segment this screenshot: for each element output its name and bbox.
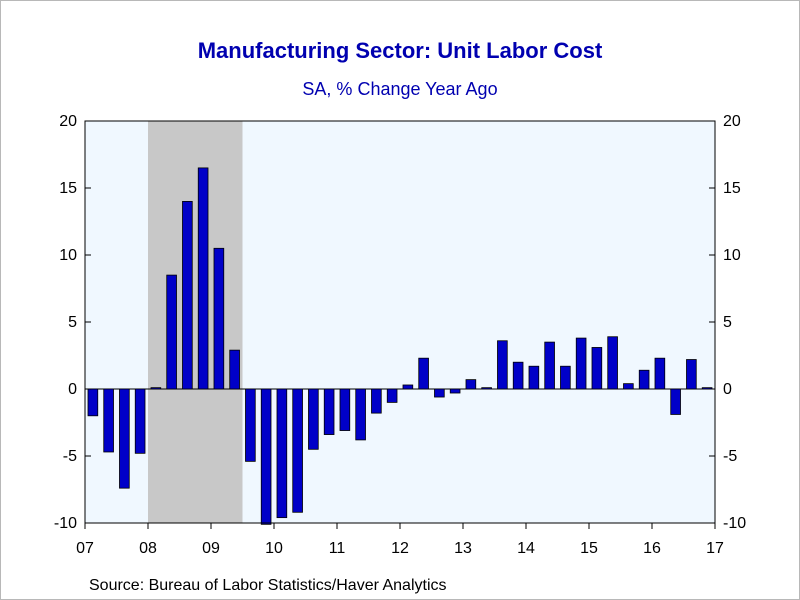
bar <box>276 388 288 519</box>
bar <box>355 388 366 441</box>
bar <box>481 387 492 390</box>
left-axis: 20 15 10 5 0 -5 -10 <box>54 113 91 532</box>
x-tick-label: 10 <box>265 540 283 557</box>
bar <box>87 388 99 417</box>
bar <box>245 388 256 462</box>
bar <box>654 357 666 390</box>
bar <box>150 387 162 390</box>
bar <box>292 388 303 513</box>
y-tick-label-left: 0 <box>68 381 77 398</box>
y-tick-label-left: 5 <box>68 314 77 331</box>
x-tick-label: 08 <box>139 540 157 557</box>
bar <box>465 379 477 390</box>
bars <box>87 167 713 525</box>
bar <box>260 388 272 525</box>
y-tick-label-right: 10 <box>723 247 741 264</box>
y-tick-label-left: 20 <box>59 113 77 130</box>
bar <box>497 340 508 390</box>
bar <box>197 167 209 390</box>
y-tick-label-right: -10 <box>723 515 746 532</box>
x-tick-label: 17 <box>706 540 724 557</box>
x-tick-label: 09 <box>202 540 220 557</box>
y-tick-label-right: 15 <box>723 180 741 197</box>
bar <box>528 365 540 390</box>
x-axis: 07 08 09 10 11 12 13 14 15 16 17 <box>76 523 724 557</box>
x-tick-label: 16 <box>643 540 661 557</box>
bar <box>213 247 225 390</box>
bar <box>623 383 634 390</box>
x-tick-label: 13 <box>454 540 472 557</box>
y-tick-label-left: -5 <box>63 448 77 465</box>
bar <box>686 359 697 390</box>
y-tick-label-left: -10 <box>54 515 77 532</box>
bar <box>701 387 713 390</box>
bar <box>591 347 603 390</box>
y-tick-label-left: 15 <box>59 180 77 197</box>
bar <box>402 384 414 390</box>
bar <box>638 369 650 390</box>
y-tick-label-left: 10 <box>59 247 77 264</box>
bar <box>418 357 429 390</box>
x-tick-label: 11 <box>329 540 346 557</box>
chart-title: Manufacturing Sector: Unit Labor Cost <box>197 38 603 63</box>
bar <box>323 388 335 435</box>
bar <box>560 365 571 390</box>
y-tick-label-right: -5 <box>723 448 737 465</box>
x-tick-label: 07 <box>76 540 94 557</box>
bar <box>103 388 114 453</box>
bar <box>512 361 524 390</box>
bar <box>119 388 130 489</box>
bar <box>434 388 445 398</box>
bar <box>339 388 351 431</box>
right-axis: 20 15 10 5 0 -5 -10 <box>709 113 746 532</box>
y-tick-label-right: 20 <box>723 113 741 130</box>
bar <box>449 388 461 394</box>
bar <box>575 337 587 390</box>
bar <box>308 388 319 450</box>
bar <box>544 341 555 390</box>
bar <box>386 388 398 403</box>
recession-band <box>148 121 243 523</box>
bar <box>371 388 382 414</box>
x-tick-label: 15 <box>580 540 598 557</box>
bar <box>607 336 618 390</box>
x-tick-label: 14 <box>517 540 535 557</box>
bar <box>134 388 146 454</box>
bar <box>670 388 681 415</box>
y-tick-label-right: 5 <box>723 314 732 331</box>
x-tick-label: 12 <box>391 540 409 557</box>
chart-source: Source: Bureau of Labor Statistics/Haver… <box>89 577 447 594</box>
bar <box>166 274 177 390</box>
chart-subtitle: SA, % Change Year Ago <box>302 79 498 99</box>
bar <box>182 200 193 390</box>
y-tick-label-right: 0 <box>723 381 732 398</box>
bar <box>229 349 240 390</box>
